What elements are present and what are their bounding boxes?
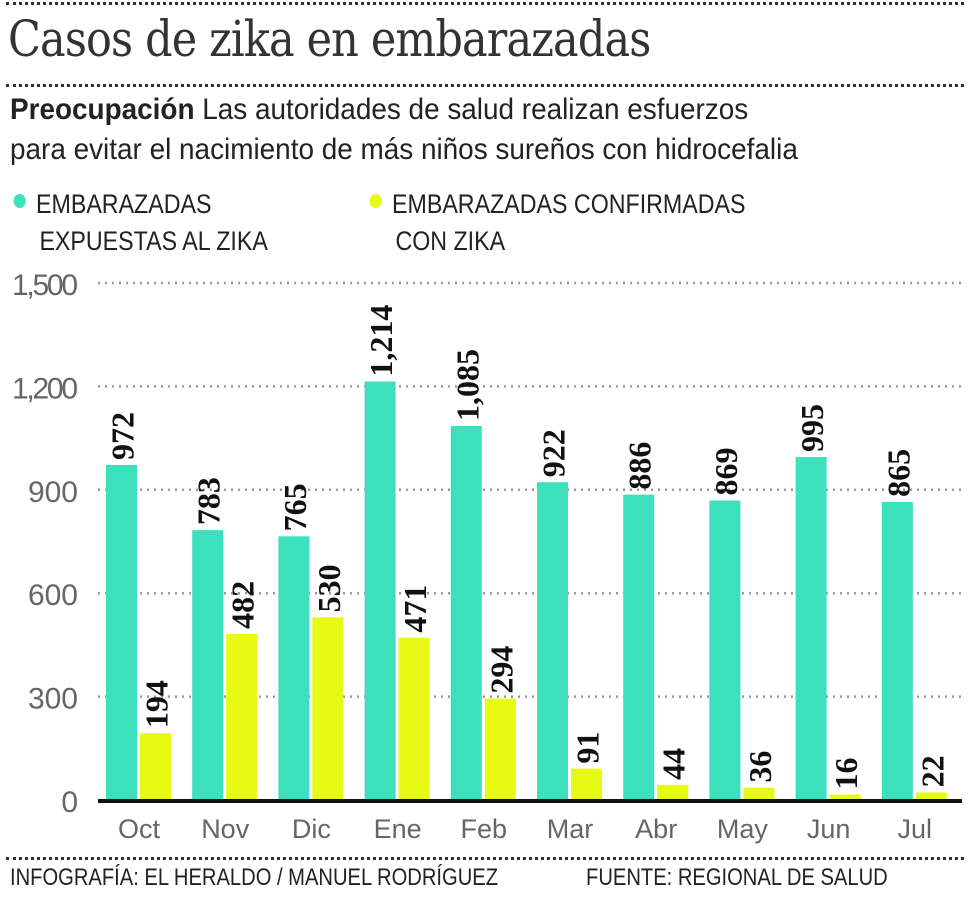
legend-label-exposed-line1: EMBARAZADAS bbox=[36, 189, 212, 219]
bar-exposed bbox=[709, 500, 741, 800]
value-label: 482 bbox=[225, 581, 261, 629]
value-label: 1,085 bbox=[449, 349, 485, 421]
subtitle-lead: Preocupación bbox=[10, 93, 195, 126]
subtitle-line1: Las autoridades de salud realizan esfuer… bbox=[194, 93, 749, 126]
top-divider bbox=[6, 2, 964, 5]
subtitle-line2: para evitar el nacimiento de más niños s… bbox=[10, 133, 798, 166]
bar-confirmed bbox=[743, 787, 775, 800]
legend-swatch-exposed bbox=[13, 194, 26, 208]
x-tick-label: Abr bbox=[635, 814, 677, 844]
title-divider bbox=[6, 84, 964, 87]
value-label: 869 bbox=[708, 447, 744, 495]
value-label: 886 bbox=[622, 442, 658, 490]
x-tick-label: May bbox=[717, 814, 769, 844]
x-tick-label: Feb bbox=[461, 814, 508, 844]
bar-exposed bbox=[537, 482, 568, 800]
bar-confirmed bbox=[312, 617, 344, 800]
bar-exposed bbox=[450, 426, 482, 800]
x-tick-label: Jul bbox=[898, 814, 933, 844]
legend-item-exposed: EMBARAZADAS EXPUESTAS AL ZIKA bbox=[13, 186, 268, 260]
bar-exposed bbox=[192, 530, 224, 800]
legend-label-exposed-line2: EXPUESTAS AL ZIKA bbox=[39, 226, 268, 256]
value-label: 194 bbox=[139, 680, 175, 728]
value-label: 471 bbox=[397, 585, 433, 633]
value-label: 783 bbox=[191, 477, 227, 525]
bar-exposed bbox=[881, 501, 913, 800]
legend-label-confirmed-line1: EMBARAZADAS CONFIRMADAS bbox=[392, 189, 746, 219]
value-label: 36 bbox=[742, 751, 778, 783]
value-label: 865 bbox=[880, 449, 916, 497]
value-label: 972 bbox=[105, 412, 141, 460]
legend-label-confirmed-line2: CON ZIKA bbox=[395, 226, 506, 256]
value-label: 995 bbox=[794, 404, 830, 452]
value-label: 44 bbox=[656, 748, 692, 780]
bar-confirmed bbox=[915, 792, 947, 800]
y-tick-label: 1,500 bbox=[12, 269, 78, 302]
footer-divider bbox=[6, 857, 964, 860]
legend-swatch-confirmed bbox=[369, 194, 382, 208]
bar-confirmed bbox=[226, 633, 258, 800]
bar-exposed bbox=[795, 457, 827, 800]
value-label: 91 bbox=[570, 732, 606, 764]
bar-exposed bbox=[278, 536, 310, 800]
chart-title: Casos de zika en embarazadas bbox=[8, 10, 651, 68]
bar-exposed bbox=[364, 381, 396, 800]
y-tick-label: 600 bbox=[28, 579, 78, 612]
footer-source: FUENTE: REGIONAL DE SALUD bbox=[586, 864, 888, 891]
chart-subtitle: Preocupación Las autoridades de salud re… bbox=[10, 90, 798, 170]
bar-confirmed bbox=[484, 698, 516, 800]
bar-confirmed bbox=[829, 794, 861, 800]
bar-exposed bbox=[623, 494, 655, 800]
bar-confirmed bbox=[657, 784, 689, 800]
y-tick-label: 0 bbox=[61, 786, 78, 819]
x-tick-label: Ene bbox=[374, 814, 422, 844]
bar-confirmed bbox=[571, 768, 602, 800]
footer-credit: INFOGRAFÍA: EL HERALDO / MANUEL RODRÍGUE… bbox=[10, 864, 499, 891]
value-label: 16 bbox=[828, 757, 864, 789]
value-label: 922 bbox=[536, 429, 572, 477]
x-tick-label: Nov bbox=[201, 814, 250, 844]
legend-item-confirmed: EMBARAZADAS CONFIRMADAS CON ZIKA bbox=[369, 186, 746, 260]
y-tick-label: 300 bbox=[28, 683, 78, 716]
value-label: 530 bbox=[311, 564, 347, 612]
value-label: 22 bbox=[914, 755, 950, 787]
value-label: 294 bbox=[483, 646, 519, 694]
x-tick-label: Mar bbox=[547, 814, 594, 844]
value-label: 1,214 bbox=[363, 305, 399, 377]
bar-confirmed bbox=[140, 733, 171, 800]
x-tick-label: Oct bbox=[118, 814, 161, 844]
bar-confirmed bbox=[398, 637, 430, 800]
x-tick-label: Jun bbox=[807, 814, 851, 844]
y-tick-label: 1,200 bbox=[12, 372, 78, 405]
value-label: 765 bbox=[277, 483, 313, 531]
x-tick-label: Dic bbox=[292, 814, 331, 844]
y-tick-label: 900 bbox=[28, 476, 78, 509]
bar-exposed bbox=[106, 464, 137, 800]
